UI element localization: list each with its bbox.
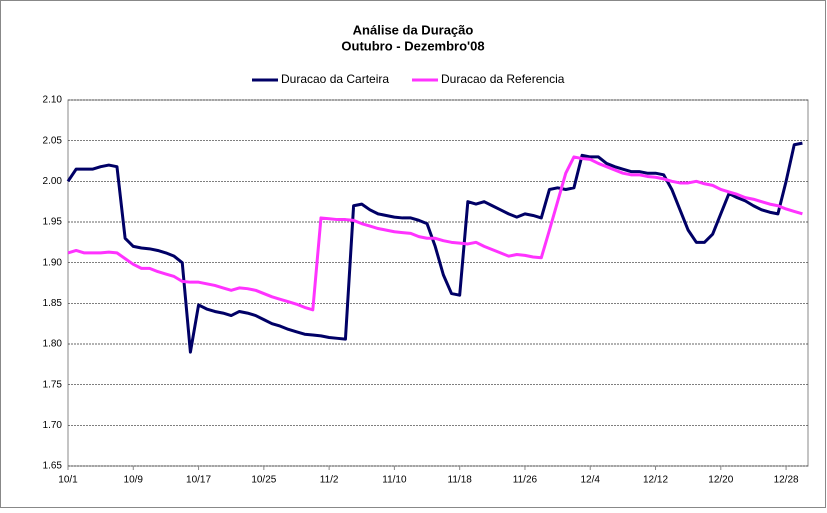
y-tick-label: 2.00 — [43, 176, 63, 187]
y-tick-label: 1.75 — [43, 379, 63, 390]
y-tick-label: 1.95 — [43, 217, 63, 228]
chart-subtitle: Outubro - Dezembro'08 — [341, 38, 484, 53]
line-series — [66, 141, 803, 354]
x-tick-label: 11/26 — [513, 475, 538, 486]
x-tick-label: 10/17 — [186, 475, 211, 486]
line-series — [67, 155, 803, 312]
legend-label: Duracao da Carteira — [281, 72, 389, 86]
y-tick-label: 1.85 — [43, 298, 63, 309]
x-tick-label: 11/18 — [448, 475, 473, 486]
x-tick-label: 10/9 — [124, 475, 144, 486]
y-tick-label: 1.70 — [43, 420, 63, 431]
y-tick-label: 1.90 — [43, 257, 63, 268]
x-tick-label: 12/20 — [708, 475, 733, 486]
x-tick-label: 11/2 — [320, 475, 339, 486]
y-tick-label: 1.65 — [43, 461, 63, 472]
y-tick-label: 1.80 — [43, 339, 63, 350]
x-tick-label: 12/4 — [581, 475, 601, 486]
legend-label: Duracao da Referencia — [441, 72, 565, 86]
x-tick-label: 10/1 — [58, 475, 78, 486]
plot-area — [67, 99, 809, 467]
y-tick-label: 2.05 — [43, 135, 63, 146]
y-tick-label: 2.10 — [43, 95, 63, 106]
x-tick-label: 10/25 — [251, 475, 276, 486]
x-tick-label: 12/28 — [774, 475, 799, 486]
x-tick-label: 11/10 — [382, 475, 407, 486]
chart-title: Análise da Duração — [353, 22, 474, 37]
x-tick-label: 12/12 — [643, 475, 668, 486]
